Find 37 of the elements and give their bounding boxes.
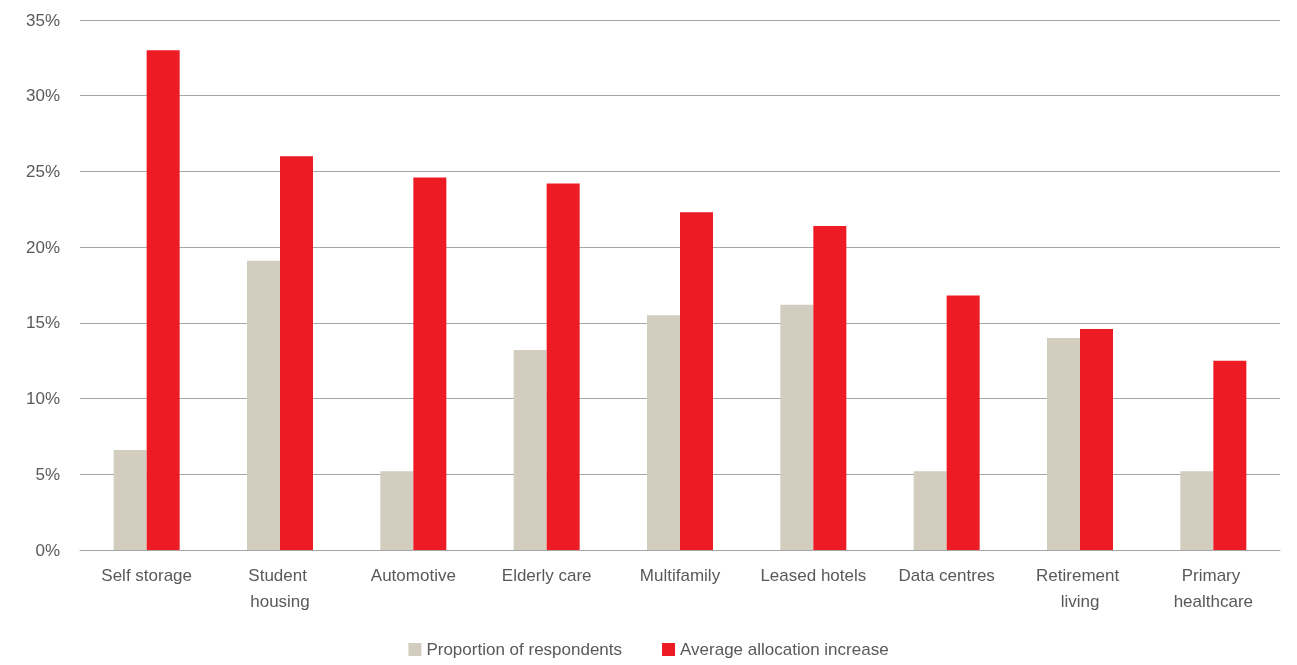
y-tick-label: 0% (35, 540, 60, 560)
y-tick-label: 30% (25, 86, 60, 106)
x-tick-label: Data centres (898, 565, 995, 585)
y-tick-label: 5% (35, 464, 60, 484)
bar (1080, 328, 1113, 550)
x-tick-label: Retirement living (1036, 565, 1124, 611)
bar (680, 212, 713, 550)
bar (1047, 338, 1080, 550)
x-tick-label: Self storage (101, 565, 193, 585)
x-tick-label: Automotive (370, 565, 456, 585)
y-tick-label: 35% (25, 10, 60, 30)
legend-label: Average allocation increase (680, 640, 889, 659)
bar (546, 183, 580, 550)
x-tick-label: Primary healthcare (1173, 565, 1254, 611)
bar (946, 295, 980, 550)
bar (247, 260, 280, 550)
bar (1213, 360, 1247, 550)
y-tick-label: 10% (25, 389, 60, 409)
bar (913, 471, 947, 550)
bar (813, 225, 847, 550)
y-tick-label: 20% (25, 237, 60, 257)
x-tick-label: Student housing (248, 565, 312, 611)
bar (280, 156, 313, 550)
bar (1180, 471, 1214, 550)
x-tick-label: Elderly care (501, 565, 592, 585)
bar (647, 315, 680, 550)
bar (113, 450, 147, 550)
bar (413, 177, 447, 550)
bar (513, 350, 547, 550)
bar (780, 304, 814, 550)
x-tick-label: Multifamily (639, 565, 721, 585)
bar (380, 471, 414, 550)
x-tick-label: Leased hotels (760, 565, 867, 585)
y-tick-label: 25% (25, 161, 60, 181)
y-tick-label: 15% (25, 313, 60, 333)
bar (146, 50, 180, 550)
legend-label: Proportion of respondents (426, 640, 623, 659)
